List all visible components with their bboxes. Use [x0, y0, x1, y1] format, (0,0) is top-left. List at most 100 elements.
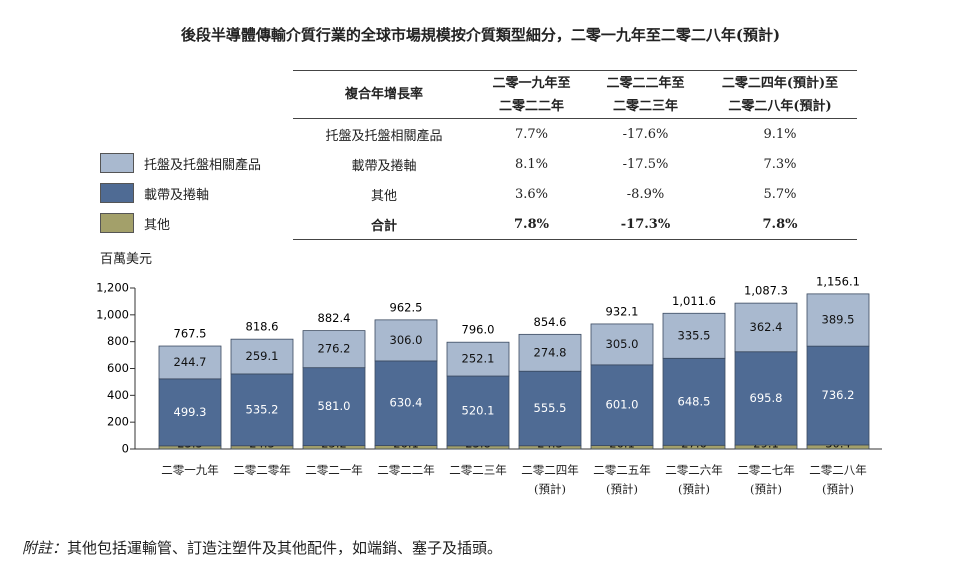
table-cell: 3.6% — [514, 186, 549, 202]
table-cell: -17.6% — [622, 126, 669, 142]
table-header-cell: 複合年增長率 — [293, 70, 475, 119]
bar-segment — [806, 345, 870, 446]
bar-segment — [302, 330, 366, 369]
x-tick-label: 二零二六年 (預計) — [665, 463, 723, 496]
footnote: 附註：其他包括運輸管、訂造注塑件及其他配件，如端銷、塞子及插頭。 — [22, 537, 502, 558]
table-header-cell: 二零一九年至 二零二二年 — [475, 70, 588, 119]
table-row: 合計 7.8% -17.3% 7.8% — [293, 209, 857, 240]
bar-segment — [590, 364, 654, 446]
segment-label: 362.4 — [750, 320, 783, 334]
y-tick-label: 0 — [122, 442, 129, 456]
segment-label: 389.5 — [822, 313, 855, 327]
table-header-cell: 二零二二年至 二零二三年 — [588, 70, 703, 119]
table-cell: -17.5% — [622, 156, 669, 172]
table-cell: 5.7% — [763, 186, 797, 202]
y-axis-label: 百萬美元 — [100, 252, 153, 267]
legend-item: 載帶及捲軸 — [100, 182, 400, 204]
bar-segment — [662, 312, 726, 359]
table-cell: 7.7% — [514, 126, 549, 142]
segment-label: 601.0 — [606, 398, 639, 412]
x-tick-label: 二零二一年 — [305, 463, 363, 477]
total-label: 932.1 — [606, 304, 639, 318]
legend-swatch — [100, 153, 134, 173]
segment-label: 499.3 — [174, 405, 207, 419]
total-label: 767.5 — [174, 327, 207, 341]
y-tick-label: 1,000 — [96, 307, 129, 321]
y-tick-label: 800 — [107, 334, 129, 348]
table-cell: 托盤及托盤相關產品 — [325, 128, 443, 144]
segment-label: 335.5 — [678, 328, 711, 342]
table-cell: 8.1% — [514, 156, 549, 172]
table-cell: 9.1% — [763, 126, 797, 142]
table-row: 托盤及托盤相關產品 7.7% -17.6% 9.1% — [293, 119, 857, 150]
table-cell: 7.8% — [703, 209, 857, 240]
table-row: 其他 3.6% -8.9% 5.7% — [293, 179, 857, 209]
segment-label: 274.8 — [534, 345, 567, 359]
bar-segment — [806, 293, 870, 347]
segment-label: 259.1 — [246, 349, 279, 363]
chart-title: 後段半導體傳輸介質行業的全球市場規模按介質類型細分，二零一九年至二零二八年(預計… — [180, 26, 781, 44]
segment-label: 736.2 — [822, 388, 855, 402]
bar-segment — [158, 378, 222, 447]
total-label: 962.5 — [390, 300, 423, 314]
segment-label: 555.5 — [534, 401, 567, 415]
x-tick-label: 二零二零年 — [233, 463, 291, 477]
segment-label: 535.2 — [246, 402, 279, 416]
y-tick-label: 200 — [107, 415, 129, 429]
table-header-row: 複合年增長率 二零一九年至 二零二二年 二零二二年至 二零二三年 二零二四年(預計)至… — [293, 70, 857, 119]
total-label: 854.6 — [534, 315, 567, 329]
bar-segment — [158, 345, 222, 380]
bar-segment — [230, 338, 294, 375]
bar-segment — [734, 351, 798, 446]
segment-label: 648.5 — [678, 394, 711, 408]
y-tick-label: 1,200 — [96, 281, 129, 295]
total-label: 1,087.3 — [744, 284, 788, 298]
y-tick-label: 400 — [107, 388, 129, 402]
x-tick-label: 二零二四年 (預計) — [521, 463, 579, 496]
segment-label: 630.4 — [390, 396, 423, 410]
segment-label: 252.1 — [462, 352, 495, 366]
bar-segment — [374, 319, 438, 362]
table-cell: 其他 — [370, 188, 397, 204]
footnote-label: 附註： — [22, 539, 68, 557]
segment-label: 305.0 — [606, 337, 639, 351]
legend-item: 其他 — [100, 212, 400, 234]
cagr-table: 複合年增長率 二零一九年至 二零二二年 二零二二年至 二零二三年 二零二四年(預計)至… — [293, 70, 857, 240]
footnote-text: 其他包括運輸管、訂造注塑件及其他配件，如端銷、塞子及插頭。 — [67, 539, 503, 557]
x-tick-label: 二零二七年 (預計) — [737, 463, 795, 496]
legend-label: 載帶及捲軸 — [144, 187, 210, 203]
segment-label: 581.0 — [318, 399, 351, 413]
table-cell: -17.3% — [588, 209, 703, 240]
table-header-cell: 二零二四年(預計)至 二零二八年(預計) — [703, 70, 857, 119]
total-label: 1,011.6 — [672, 294, 716, 308]
segment-label: 520.1 — [462, 403, 495, 417]
total-label: 818.6 — [246, 320, 279, 334]
y-tick-label: 600 — [107, 361, 129, 375]
bar-segment — [734, 302, 798, 353]
x-tick-label: 二零二三年 — [449, 463, 507, 477]
bar-segment — [590, 323, 654, 366]
legend-item: 托盤及托盤相關產品 — [100, 152, 400, 174]
table-cell: 7.8% — [475, 209, 588, 240]
legend-label: 其他 — [144, 217, 171, 233]
total-label: 882.4 — [318, 311, 351, 325]
legend-swatch — [100, 213, 134, 233]
table-cell: 合計 — [293, 209, 475, 240]
segment-label: 306.0 — [390, 333, 423, 347]
total-label: 796.0 — [462, 323, 495, 337]
x-tick-label: 二零一九年 — [161, 463, 219, 477]
table-row: 載帶及捲軸 8.1% -17.5% 7.3% — [293, 149, 857, 179]
segment-label: 276.2 — [318, 342, 351, 356]
segment-label: 244.7 — [174, 355, 207, 369]
table-cell: 載帶及捲軸 — [351, 158, 417, 174]
legend-label: 托盤及托盤相關產品 — [144, 157, 262, 173]
bar-segment — [230, 373, 294, 447]
table-cell: -8.9% — [626, 186, 665, 202]
segment-label: 695.8 — [750, 391, 783, 405]
x-tick-label: 二零二五年 (預計) — [593, 463, 651, 496]
table-cell: 7.3% — [763, 156, 797, 172]
bar-segment — [518, 333, 582, 372]
total-label: 1,156.1 — [816, 274, 860, 288]
